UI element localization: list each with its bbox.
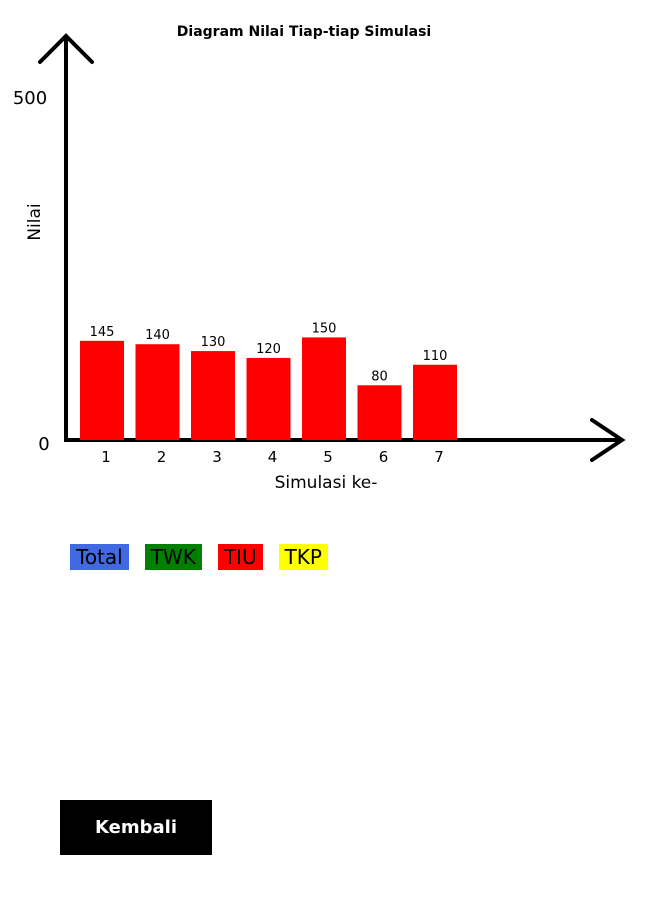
bar-value-label-2: 140 [145,328,170,343]
x-tick-label-6: 6 [379,448,389,466]
x-tick-label-2: 2 [157,448,167,466]
x-tick-label-3: 3 [212,448,222,466]
bar-3 [191,351,235,440]
bar-2 [135,344,180,440]
x-tick-label-4: 4 [268,448,278,466]
bar-value-label-7: 110 [423,349,448,364]
series-legend: Total TWK TIU TKP [70,544,328,570]
bar-value-label-5: 150 [312,321,337,336]
bar-chart: Diagram Nilai Tiap-tiap Simulasi 500 0 N… [13,24,626,493]
y-axis-arrowhead [38,33,94,64]
legend-tiu-button[interactable]: TIU [217,544,263,570]
bar-7 [413,364,457,440]
x-tick-label-1: 1 [101,448,111,466]
back-button[interactable]: Kembali [60,800,212,855]
bar-5 [302,337,346,440]
x-tick-label-7: 7 [434,448,444,466]
bar-4 [246,357,291,440]
bar-value-label-3: 130 [201,335,226,350]
bar-6 [357,385,402,440]
bar-value-label-4: 120 [256,342,281,357]
bar-1 [80,340,124,440]
legend-twk-button[interactable]: TWK [144,544,202,570]
bar-value-label-6: 80 [371,369,388,384]
legend-total-button[interactable]: Total [70,544,129,570]
x-tick-label-5: 5 [323,448,333,466]
chart-title: Diagram Nilai Tiap-tiap Simulasi [177,24,431,40]
bars-group: 145 1 140 2 130 3 120 4 150 5 80 6 110 7 [80,321,457,466]
x-axis-label: Simulasi ke- [275,473,378,493]
legend-tkp-button[interactable]: TKP [278,544,328,570]
y-axis-label: Nilai [25,203,45,240]
bar-value-label-1: 145 [90,325,115,340]
y-tick-max: 500 [13,88,47,109]
y-tick-min: 0 [38,434,49,455]
x-axis-arrowhead [590,418,626,462]
